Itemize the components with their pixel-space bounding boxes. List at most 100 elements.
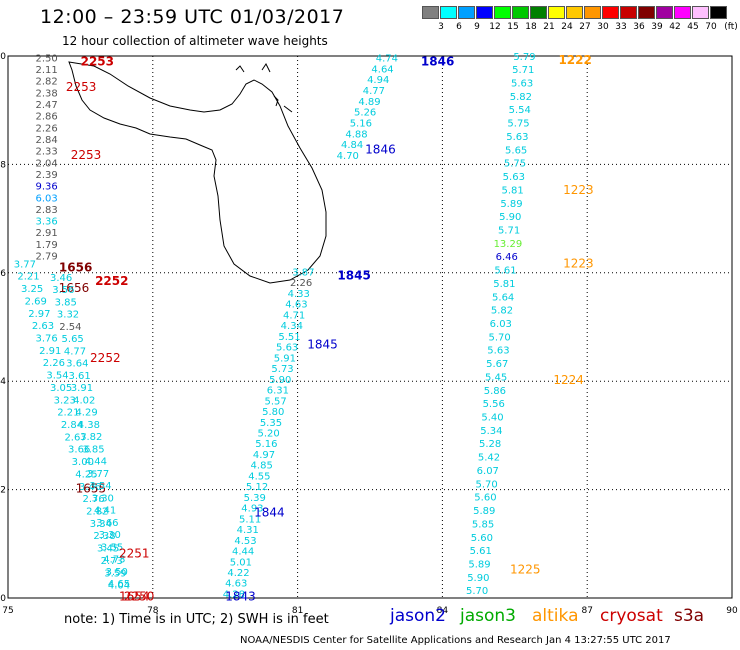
swh-value: 3.91 [71, 383, 93, 394]
swh-value: 4.34 [281, 321, 303, 332]
swh-value: 2.38 [35, 88, 57, 99]
swh-value: 5.71 [512, 65, 534, 76]
swh-value: 2.82 [35, 77, 57, 88]
legend-swatch [656, 6, 673, 19]
swh-value: 4.97 [253, 450, 275, 461]
legend-label: 6 [456, 22, 462, 32]
swh-value: 5.81 [501, 185, 523, 196]
x-tick-label: 75 [2, 606, 13, 616]
swh-value: 3.66 [68, 445, 90, 456]
satellite-jason3: jason3 [460, 606, 516, 626]
pass-time-label: 2253 [81, 54, 114, 68]
swh-value: 6.31 [267, 386, 289, 397]
swh-value: 3.50 [106, 567, 128, 578]
pass-time-label: 1846 [365, 143, 396, 157]
swh-value: 3.34 [90, 519, 112, 530]
swh-value: 2.21 [17, 272, 39, 283]
swh-value: 2.39 [35, 170, 57, 181]
swh-value: 4.33 [288, 289, 310, 300]
pass-time-label: 2252 [90, 351, 121, 365]
swh-value: 6.07 [477, 466, 499, 477]
swh-value: 5.86 [484, 386, 506, 397]
legend-unit: (ft) [724, 22, 738, 32]
swh-value: 4.44 [85, 457, 107, 468]
swh-value: 1.79 [35, 240, 57, 251]
swh-value: 5.70 [475, 479, 497, 490]
swh-value: 5.61 [494, 266, 516, 277]
swh-value: 2.76 [83, 494, 105, 505]
swh-value: 5.16 [350, 118, 372, 129]
swh-value: 9.36 [35, 182, 57, 193]
legend-swatch [566, 6, 583, 19]
swh-value: 5.70 [488, 332, 510, 343]
coast-detail [235, 63, 293, 113]
swh-value: 5.73 [271, 364, 293, 375]
swh-value: 4.65 [108, 579, 130, 590]
swh-value: 5.85 [472, 519, 494, 530]
legend-label: 15 [507, 22, 519, 32]
y-tick-label: 2 [0, 486, 6, 496]
swh-value: 6.03 [490, 319, 512, 330]
swh-value: 4.63 [285, 300, 307, 311]
track-track-2252: 3.463.563.853.322.545.654.773.643.613.91… [50, 273, 154, 604]
swh-value: 5.63 [503, 172, 525, 183]
pass-time-label: 1223 [563, 183, 594, 197]
swh-value: 6.03 [35, 193, 57, 204]
swh-value: 3.54 [46, 371, 68, 382]
swh-value: 4.94 [367, 75, 389, 86]
swh-value: 5.63 [506, 132, 528, 143]
swh-value: 3.32 [57, 310, 79, 321]
swh-value: 5.51 [278, 332, 300, 343]
swh-value: 3.55 [101, 542, 123, 553]
track-track-1656: 3.772.213.252.692.972.633.762.912.263.54… [14, 259, 150, 603]
swh-value: 3.77 [87, 469, 109, 480]
x-tick-label: 84 [437, 606, 449, 616]
swh-value: 5.26 [354, 108, 376, 119]
legend-swatch [620, 6, 637, 19]
swh-value: 5.64 [492, 292, 514, 303]
pass-time-label: 2251 [119, 546, 150, 560]
swh-value: 5.63 [487, 346, 509, 357]
swh-value: 5.16 [255, 439, 277, 450]
legend-swatch [494, 6, 511, 19]
swh-value: 5.89 [468, 559, 490, 570]
legend-swatch [584, 6, 601, 19]
swh-value: 4.93 [241, 504, 263, 515]
swh-value: 2.86 [35, 112, 57, 123]
swh-value: 13.29 [494, 239, 523, 250]
swh-value: 2.79 [35, 252, 57, 263]
swh-value: 5.65 [505, 145, 527, 156]
swh-value: 2.83 [35, 205, 57, 216]
swh-value: 2.82 [86, 507, 108, 518]
swh-value: 5.20 [258, 428, 280, 439]
swh-value: 4.77 [363, 86, 385, 97]
pass-time-label: 1846 [421, 54, 454, 68]
swh-value: 2.26 [35, 123, 57, 134]
swh-value: 3.85 [55, 297, 77, 308]
swh-value: 3.05 [50, 383, 72, 394]
swh-value: 2.50 [35, 53, 57, 64]
legend-label: 21 [543, 22, 555, 32]
legend-label: 42 [669, 22, 681, 32]
legend-swatch [530, 6, 547, 19]
swh-value: 4.53 [234, 536, 256, 547]
swh-value: 2.97 [28, 309, 50, 320]
swh-value: 5.65 [62, 334, 84, 345]
swh-value: 4.38 [78, 420, 100, 431]
swh-value: 5.01 [230, 557, 252, 568]
swh-value: 5.63 [511, 79, 533, 90]
swh-value: 5.12 [246, 482, 268, 493]
swh-value: 2.54 [59, 322, 81, 333]
legend-swatch [692, 6, 709, 19]
swh-value: 5.82 [491, 306, 513, 317]
swh-value: 4.29 [75, 408, 97, 419]
pass-time-label: 1656 [59, 281, 90, 295]
swh-value: 4.89 [358, 97, 380, 108]
swh-value: 5.39 [244, 493, 266, 504]
map-title: 12:00 – 23:59 UTC 01/03/2017 [40, 6, 345, 28]
swh-value: 2.33 [35, 147, 57, 158]
pass-time-label: 1655 [76, 481, 107, 495]
swh-value: 5.40 [481, 413, 503, 424]
x-tick-label: 90 [726, 606, 738, 616]
swh-value: 4.28 [223, 589, 245, 600]
